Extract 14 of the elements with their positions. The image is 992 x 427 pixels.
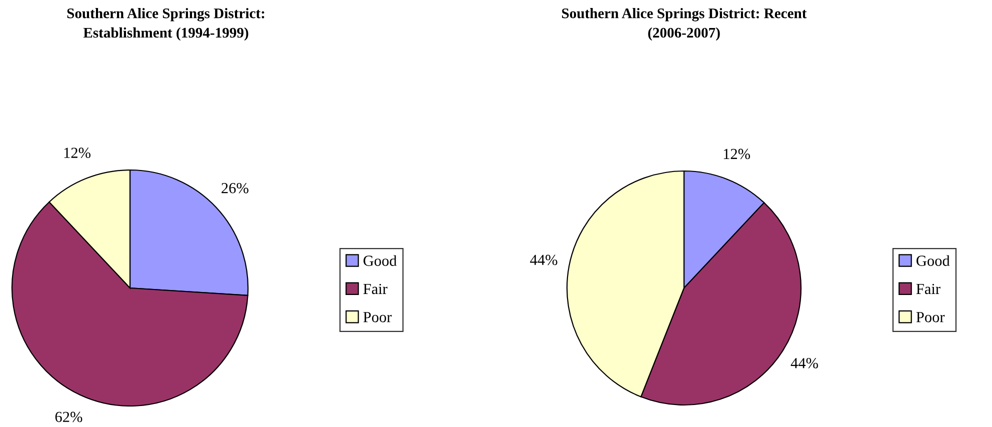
data-label: 12% [64,148,90,158]
data-label: 12% [724,148,750,160]
data-label: 44% [790,358,818,368]
legend-label: Good [364,255,397,266]
chart-title: Southern Alice Springs District: Establishment (1994-1999) [67,8,264,41]
data-label: 44% [530,254,558,266]
data-label: 26% [222,182,248,194]
legend-label: Good [916,255,950,266]
legend-label: Poor [916,312,945,322]
legend-label: Fair [363,284,388,294]
chart-title: Southern Alice Springs District: Recent (2006-2007) [562,8,807,41]
legend-label: Fair [916,284,940,294]
data-label: 62% [55,412,82,422]
legend-label: Poor [363,312,392,322]
